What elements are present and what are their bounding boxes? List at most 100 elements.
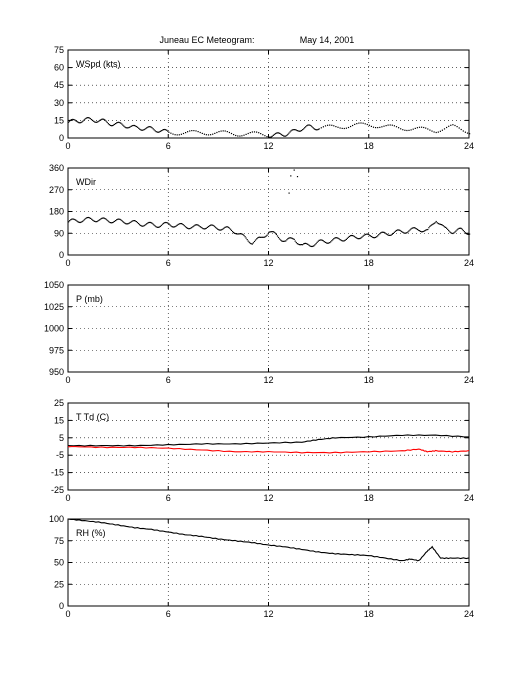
data-point bbox=[190, 227, 192, 229]
data-point bbox=[212, 224, 214, 226]
data-point bbox=[253, 240, 256, 243]
y-tick-label: 15 bbox=[54, 115, 64, 125]
data-point bbox=[130, 125, 132, 127]
data-point bbox=[350, 125, 352, 128]
data-point bbox=[301, 244, 304, 246]
data-point bbox=[145, 223, 147, 226]
data-point bbox=[406, 232, 408, 234]
data-point bbox=[196, 224, 198, 226]
y-tick-label: 25 bbox=[54, 579, 64, 589]
data-point bbox=[199, 131, 201, 134]
data-point bbox=[209, 225, 211, 227]
data-point bbox=[453, 232, 455, 234]
data-point bbox=[377, 127, 379, 129]
data-point bbox=[441, 129, 443, 131]
data-point bbox=[198, 225, 200, 227]
data-point bbox=[106, 219, 108, 221]
data-point bbox=[205, 227, 207, 229]
data-point bbox=[168, 223, 170, 225]
data-point bbox=[233, 232, 235, 234]
data-point bbox=[405, 232, 407, 234]
data-point bbox=[69, 220, 71, 222]
data-point bbox=[147, 222, 149, 224]
data-point bbox=[374, 237, 376, 239]
data-point bbox=[101, 217, 103, 219]
data-point bbox=[425, 229, 427, 231]
data-point bbox=[465, 233, 468, 235]
data-point bbox=[389, 234, 391, 236]
data-point bbox=[153, 224, 155, 226]
data-point bbox=[402, 129, 404, 131]
data-point bbox=[360, 122, 362, 124]
data-point bbox=[153, 129, 155, 131]
data-point bbox=[256, 238, 258, 240]
data-point bbox=[288, 192, 290, 194]
data-point bbox=[422, 231, 424, 233]
data-point bbox=[429, 225, 431, 227]
data-point bbox=[356, 123, 358, 125]
data-point bbox=[159, 130, 162, 132]
data-point bbox=[262, 236, 264, 238]
data-point bbox=[273, 133, 275, 136]
data-point bbox=[207, 225, 210, 228]
data-point bbox=[111, 125, 114, 127]
data-point bbox=[157, 131, 159, 133]
series-line-1 bbox=[67, 434, 470, 447]
data-point bbox=[211, 224, 213, 226]
panel-label: P (mb) bbox=[76, 294, 103, 304]
data-point bbox=[391, 233, 393, 235]
panel-4: 0 6 12 18 24 -25 -15 -5 5 15 25 T Td (C) bbox=[51, 398, 474, 503]
data-point bbox=[103, 217, 105, 219]
data-point bbox=[318, 128, 320, 130]
data-point bbox=[110, 222, 112, 224]
x-tick-label: 6 bbox=[166, 258, 171, 268]
x-tick-label: 0 bbox=[65, 609, 70, 619]
data-point bbox=[386, 233, 388, 235]
data-point bbox=[75, 219, 77, 221]
data-point bbox=[176, 134, 178, 136]
data-point bbox=[331, 124, 333, 126]
data-point bbox=[306, 243, 308, 245]
data-point bbox=[454, 231, 456, 233]
data-point bbox=[173, 226, 175, 228]
data-point bbox=[250, 243, 252, 245]
data-point bbox=[158, 131, 161, 133]
data-point bbox=[158, 226, 161, 228]
data-point bbox=[362, 235, 364, 237]
data-point bbox=[254, 239, 257, 241]
data-point bbox=[148, 221, 150, 224]
x-tick-label: 12 bbox=[263, 493, 273, 503]
data-point bbox=[174, 134, 176, 136]
x-tick-label: 6 bbox=[166, 609, 171, 619]
data-point bbox=[258, 132, 260, 134]
data-point bbox=[361, 236, 363, 238]
data-point bbox=[324, 241, 327, 243]
data-point bbox=[189, 228, 191, 230]
data-point bbox=[117, 121, 119, 124]
data-point bbox=[226, 226, 228, 228]
data-point bbox=[180, 223, 182, 225]
data-point bbox=[282, 240, 284, 242]
data-point bbox=[101, 118, 103, 120]
data-point bbox=[79, 221, 81, 224]
data-point bbox=[77, 221, 79, 223]
data-point bbox=[251, 243, 253, 245]
data-point bbox=[412, 128, 414, 130]
data-point bbox=[133, 220, 135, 222]
data-point bbox=[97, 121, 99, 123]
data-point bbox=[124, 126, 126, 128]
x-tick-label: 18 bbox=[364, 258, 374, 268]
data-point bbox=[99, 219, 101, 221]
data-point bbox=[366, 123, 368, 126]
data-point bbox=[417, 229, 419, 231]
data-point bbox=[146, 127, 148, 129]
data-point bbox=[191, 226, 193, 229]
data-point bbox=[337, 126, 339, 128]
data-point bbox=[93, 120, 95, 122]
data-point bbox=[71, 119, 73, 121]
data-point bbox=[88, 217, 91, 219]
data-point bbox=[136, 126, 139, 128]
data-point bbox=[234, 232, 236, 234]
data-point bbox=[188, 228, 190, 230]
data-point bbox=[448, 230, 450, 232]
